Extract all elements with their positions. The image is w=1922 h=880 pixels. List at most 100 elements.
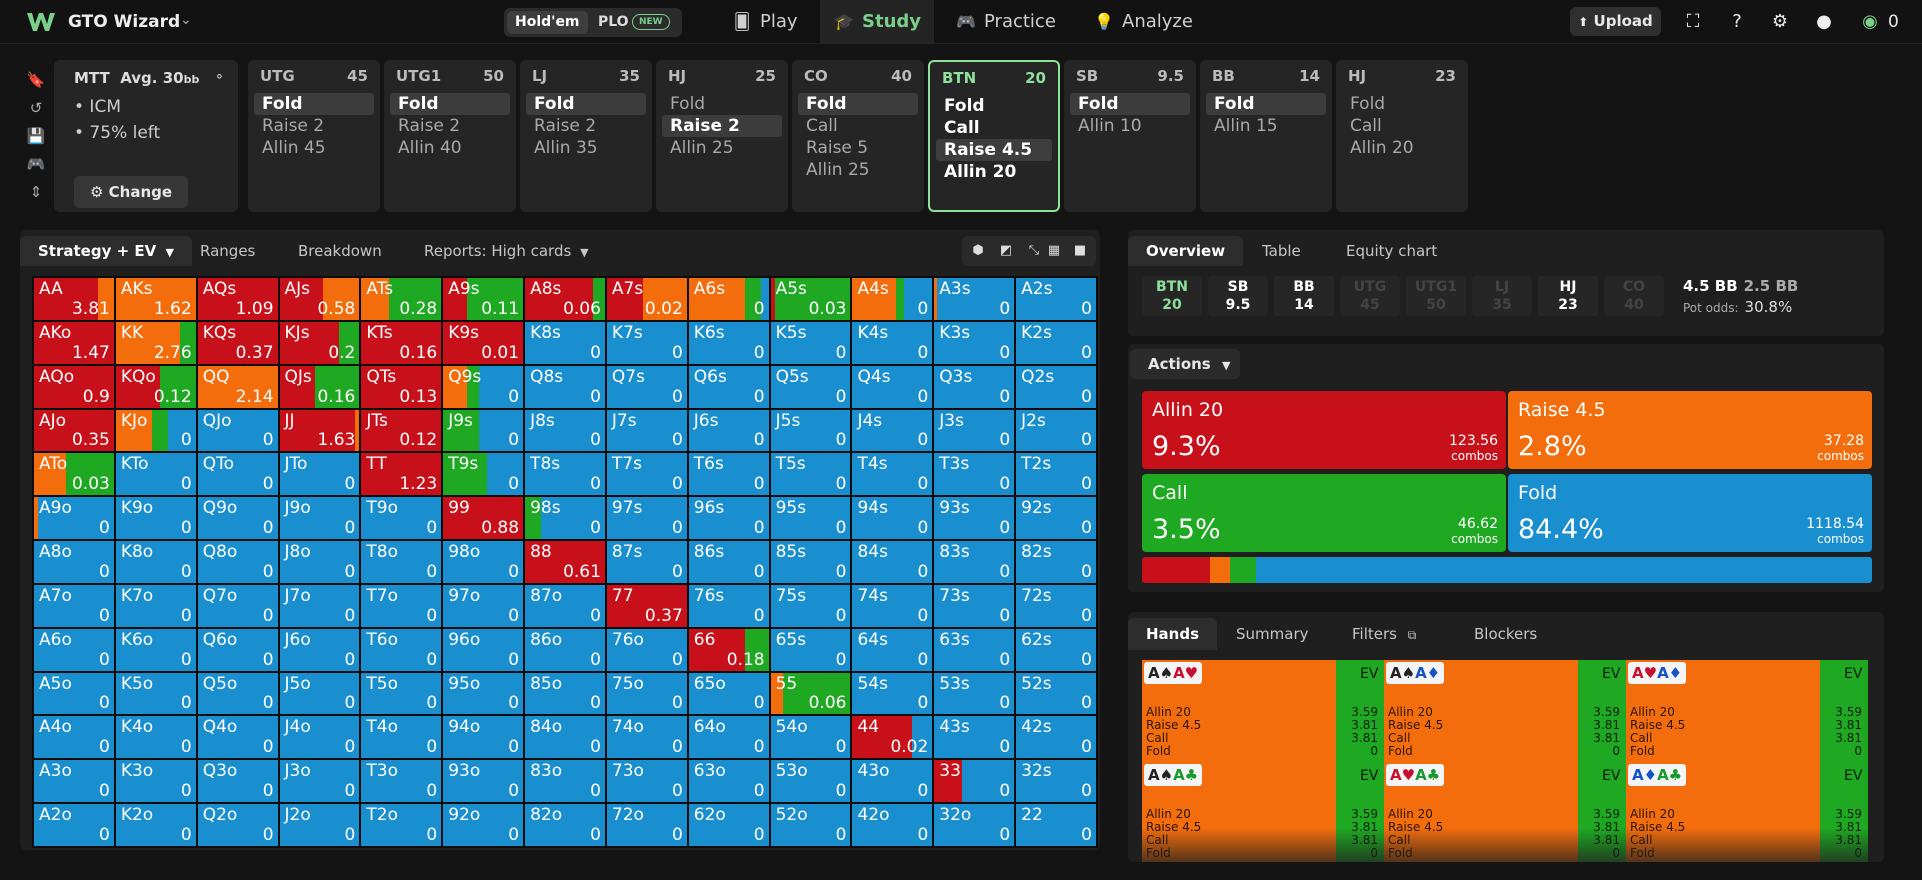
matrix-cell[interactable]: J8s 0: [525, 409, 605, 452]
matrix-cell[interactable]: 84o 0: [525, 716, 605, 759]
matrix-cell[interactable]: 83o 0: [525, 760, 605, 803]
matrix-cell[interactable]: 86s 0: [688, 541, 769, 583]
matrix-cell[interactable]: 65s 0: [770, 628, 851, 671]
position-action-item[interactable]: Raise 4.5: [936, 139, 1052, 161]
matrix-cell[interactable]: JTs 0.12: [361, 409, 442, 452]
tab-filters[interactable]: Filters ⧉: [1352, 618, 1416, 650]
tab-overview[interactable]: Overview: [1128, 236, 1244, 266]
position-card-co[interactable]: CO 40 Fold Call Raise 5 Allin 25: [792, 60, 924, 212]
position-action-item[interactable]: Allin 45: [262, 138, 326, 158]
matrix-cell[interactable]: T7s 0: [606, 453, 687, 496]
matrix-cell[interactable]: QTo 0: [197, 453, 278, 496]
matrix-cell[interactable]: 86o 0: [525, 628, 605, 671]
matrix-cell[interactable]: J6o 0: [279, 628, 360, 671]
matrix-cell[interactable]: 97o 0: [443, 584, 524, 627]
matrix-cell[interactable]: 54o 0: [770, 716, 851, 759]
matrix-cell[interactable]: A4s 0: [852, 278, 933, 320]
matrix-cell[interactable]: 76s 0: [688, 584, 769, 627]
tab-hands[interactable]: Hands: [1128, 618, 1218, 650]
actions-dropdown[interactable]: Actions ▼: [1130, 349, 1240, 379]
matrix-cell[interactable]: 98o 0: [443, 541, 524, 583]
matrix-cell[interactable]: 96o 0: [443, 628, 524, 671]
matrix-cell[interactable]: 92o 0: [443, 804, 524, 846]
matrix-cell[interactable]: 52s 0: [1016, 672, 1096, 715]
gear-icon[interactable]: ⚙: [1771, 11, 1789, 32]
matrix-cell[interactable]: 33 0: [934, 760, 1015, 803]
save-icon[interactable]: 💾: [26, 127, 46, 145]
matrix-cell[interactable]: KJs 0.2: [279, 321, 360, 364]
matrix-cell[interactable]: K9o 0: [115, 497, 196, 540]
matrix-cell[interactable]: KTo 0: [115, 453, 196, 496]
matrix-cell[interactable]: A2o 0: [34, 804, 114, 846]
matrix-cell[interactable]: 42s 0: [1016, 716, 1096, 759]
compress-icon[interactable]: ⤡: [1028, 243, 1040, 258]
matrix-cell[interactable]: T2o 0: [361, 804, 442, 846]
matrix-cell[interactable]: 43s 0: [934, 716, 1015, 759]
nav-play[interactable]: 🂠 Play: [718, 0, 808, 44]
matrix-cell[interactable]: J8o 0: [279, 541, 360, 583]
matrix-cell[interactable]: K3s 0: [934, 321, 1015, 364]
matrix-cell[interactable]: T4s 0: [852, 453, 933, 496]
overview-position-lj[interactable]: LJ 35: [1472, 276, 1532, 316]
hand-combo-card[interactable]: A♠A♦ EV Allin 20 Raise 4.5 Call Fold 3.59 3.81 3…: [1384, 660, 1626, 762]
position-action-item[interactable]: Allin 25: [670, 138, 734, 158]
collapse-icon[interactable]: ⇕: [29, 183, 43, 201]
hand-combo-card[interactable]: A♠A♥ EV Allin 20 Raise 4.5 Call Fold 3.59 3.81 3…: [1142, 660, 1384, 762]
matrix-cell[interactable]: Q4s 0: [852, 365, 933, 408]
tab-table[interactable]: Table: [1262, 242, 1301, 260]
matrix-cell[interactable]: K4s 0: [852, 321, 933, 364]
overview-position-hj[interactable]: HJ 23: [1538, 276, 1598, 316]
matrix-cell[interactable]: T8s 0: [525, 453, 605, 496]
square-icon[interactable]: ■: [1073, 243, 1087, 258]
matrix-cell[interactable]: 54s 0: [852, 672, 933, 715]
matrix-cell[interactable]: T5s 0: [770, 453, 851, 496]
matrix-cell[interactable]: AQs 1.09: [197, 278, 278, 320]
matrix-cell[interactable]: Q9s 0: [443, 365, 524, 408]
matrix-cell[interactable]: 32s 0: [1016, 760, 1096, 803]
matrix-cell[interactable]: 66 0.18: [688, 628, 769, 671]
matrix-cell[interactable]: AJs 0.58: [279, 278, 360, 320]
matrix-cell[interactable]: K6o 0: [115, 628, 196, 671]
position-card-hj[interactable]: HJ 23 Fold Call Allin 20: [1336, 60, 1468, 212]
matrix-cell[interactable]: 96s 0: [688, 497, 769, 540]
matrix-cell[interactable]: T8o 0: [361, 541, 442, 583]
tab-blockers[interactable]: Blockers: [1474, 625, 1538, 643]
upload-button[interactable]: ⬆ Upload: [1570, 7, 1661, 36]
matrix-cell[interactable]: 73o 0: [606, 760, 687, 803]
matrix-cell[interactable]: A5o 0: [34, 672, 114, 715]
matrix-cell[interactable]: J5s 0: [770, 409, 851, 452]
matrix-cell[interactable]: 53o 0: [770, 760, 851, 803]
matrix-cell[interactable]: Q8s 0: [525, 365, 605, 408]
matrix-cell[interactable]: 87s 0: [606, 541, 687, 583]
matrix-cell[interactable]: A5s 0.03: [770, 278, 851, 320]
matrix-cell[interactable]: QTs 0.13: [361, 365, 442, 408]
matrix-cell[interactable]: Q3s 0: [934, 365, 1015, 408]
action-box-allin-20[interactable]: Allin 20 9.3% 123.56 combos: [1142, 391, 1506, 469]
matrix-cell[interactable]: 44 0.02: [852, 716, 933, 759]
matrix-cell[interactable]: K3o 0: [115, 760, 196, 803]
position-action-item[interactable]: Allin 15: [1214, 116, 1278, 136]
matrix-cell[interactable]: AJo 0.35: [34, 409, 114, 452]
matrix-cell[interactable]: 84s 0: [852, 541, 933, 583]
holdem-toggle-button[interactable]: Hold'em: [507, 11, 588, 34]
matrix-cell[interactable]: 94o 0: [443, 716, 524, 759]
matrix-cell[interactable]: 53s 0: [934, 672, 1015, 715]
action-box-call[interactable]: Call 3.5% 46.62 combos: [1142, 474, 1506, 552]
matrix-cell[interactable]: J7s 0: [606, 409, 687, 452]
matrix-cell[interactable]: Q8o 0: [197, 541, 278, 583]
matrix-cell[interactable]: 94s 0: [852, 497, 933, 540]
matrix-cell[interactable]: A7o 0: [34, 584, 114, 627]
matrix-cell[interactable]: J7o 0: [279, 584, 360, 627]
tab-breakdown[interactable]: Breakdown: [298, 242, 382, 260]
matrix-cell[interactable]: JJ 1.63: [279, 409, 360, 452]
matrix-cell[interactable]: J9o 0: [279, 497, 360, 540]
matrix-cell[interactable]: A3s 0: [934, 278, 1015, 320]
matrix-cell[interactable]: T9s 0: [443, 453, 524, 496]
matrix-cell[interactable]: 63o 0: [688, 760, 769, 803]
matrix-cell[interactable]: 99 0.88: [443, 497, 524, 540]
matrix-cell[interactable]: T2s 0: [1016, 453, 1096, 496]
matrix-cell[interactable]: AA 3.81: [34, 278, 114, 320]
gto-wizard-logo-icon[interactable]: [26, 11, 56, 33]
matrix-cell[interactable]: T4o 0: [361, 716, 442, 759]
share-icon[interactable]: ⚬: [214, 70, 225, 85]
